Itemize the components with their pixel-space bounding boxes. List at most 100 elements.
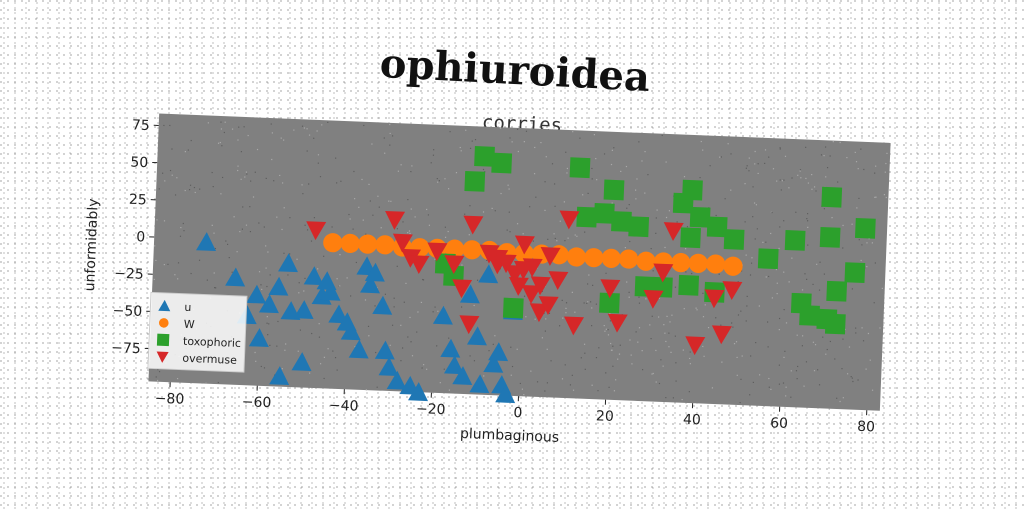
data-point <box>685 336 706 356</box>
data-point <box>258 294 279 314</box>
data-point <box>540 247 561 266</box>
data-point <box>303 266 324 286</box>
data-point <box>463 215 484 235</box>
data-point <box>348 339 369 359</box>
data-point <box>401 248 422 268</box>
data-point <box>653 263 674 283</box>
y-tick-label: −75 <box>111 340 141 357</box>
data-point <box>479 244 500 264</box>
data-point <box>323 233 343 253</box>
y-tick-label: 75 <box>132 117 150 134</box>
x-tick-label: −40 <box>329 398 359 415</box>
data-point <box>459 284 480 304</box>
data-point <box>478 264 499 284</box>
plot-group: corries −80 −60 −40 −20 0 20 40 60 80−75−50−2502… <box>82 112 891 446</box>
data-point <box>427 242 448 262</box>
x-tick-label: 80 <box>857 419 875 436</box>
x-tick-label: 0 <box>513 405 523 421</box>
data-point <box>459 315 480 335</box>
data-point <box>374 340 395 360</box>
y-tick-label: 50 <box>130 155 148 172</box>
data-point <box>706 216 728 238</box>
data-point <box>784 230 806 251</box>
y-axis-label: unformidably <box>82 198 102 291</box>
data-point <box>495 384 516 404</box>
data-point <box>409 255 430 275</box>
data-point <box>678 274 700 296</box>
data-point <box>601 248 621 268</box>
y-tick-label: −25 <box>114 266 144 283</box>
data-point <box>548 271 569 291</box>
data-point <box>440 338 461 358</box>
data-point <box>408 382 429 402</box>
data-point <box>491 152 513 174</box>
data-point <box>514 235 535 255</box>
x-tick-label: −80 <box>154 391 184 408</box>
data-point <box>464 170 486 192</box>
data-point <box>360 274 381 294</box>
legend-marker <box>158 299 171 312</box>
data-point <box>607 313 628 333</box>
y-tick-label: 25 <box>129 192 147 209</box>
x-tick-label: −60 <box>242 394 272 411</box>
data-point <box>663 222 684 242</box>
data-point <box>521 285 542 304</box>
data-point <box>386 370 407 390</box>
legend-label: toxophoric <box>183 335 241 350</box>
x-tick-label: 40 <box>683 412 701 429</box>
data-point <box>619 249 639 269</box>
data-point <box>593 202 615 224</box>
data-point <box>844 262 866 284</box>
data-point <box>293 300 314 319</box>
legend-label: W <box>183 318 195 331</box>
data-point <box>378 357 399 377</box>
y-tick-label: −50 <box>112 303 142 320</box>
data-point <box>358 234 378 254</box>
data-point <box>819 226 841 248</box>
data-point <box>636 251 656 271</box>
data-point <box>278 253 299 273</box>
legend-marker <box>156 333 170 347</box>
data-point <box>474 146 495 167</box>
data-point <box>559 210 580 230</box>
data-point <box>483 353 504 373</box>
data-point <box>799 305 820 326</box>
data-point <box>385 210 406 230</box>
legend-marker <box>156 351 169 363</box>
data-point <box>291 352 312 372</box>
data-point <box>225 267 246 287</box>
x-tick-label: 60 <box>770 415 788 432</box>
x-tick-label: 20 <box>596 408 614 425</box>
chart-title: ophiuroidea <box>379 40 651 101</box>
series-toxophoric <box>434 146 876 335</box>
legend-label: overmuse <box>182 352 237 367</box>
data-point <box>538 296 559 316</box>
data-point <box>372 295 393 315</box>
legend-box <box>147 291 248 373</box>
data-point <box>603 179 625 201</box>
data-point <box>452 366 473 385</box>
data-point <box>671 253 691 273</box>
data-point <box>462 240 482 260</box>
y-tick-label: 0 <box>136 229 146 245</box>
data-point <box>444 255 465 274</box>
data-point <box>576 206 598 228</box>
data-point <box>375 235 395 255</box>
data-point <box>569 157 591 179</box>
data-point <box>704 289 725 309</box>
data-point <box>364 262 385 282</box>
data-point <box>488 249 509 269</box>
data-point <box>682 179 703 201</box>
data-point <box>508 277 529 296</box>
data-point <box>248 328 269 347</box>
data-point <box>268 276 289 296</box>
legend-marker <box>158 318 169 328</box>
data-point <box>826 280 848 302</box>
data-point <box>502 297 524 319</box>
data-point <box>340 321 361 341</box>
data-point <box>432 305 453 325</box>
data-point <box>688 253 708 273</box>
data-point <box>600 279 621 299</box>
data-point <box>488 342 509 362</box>
